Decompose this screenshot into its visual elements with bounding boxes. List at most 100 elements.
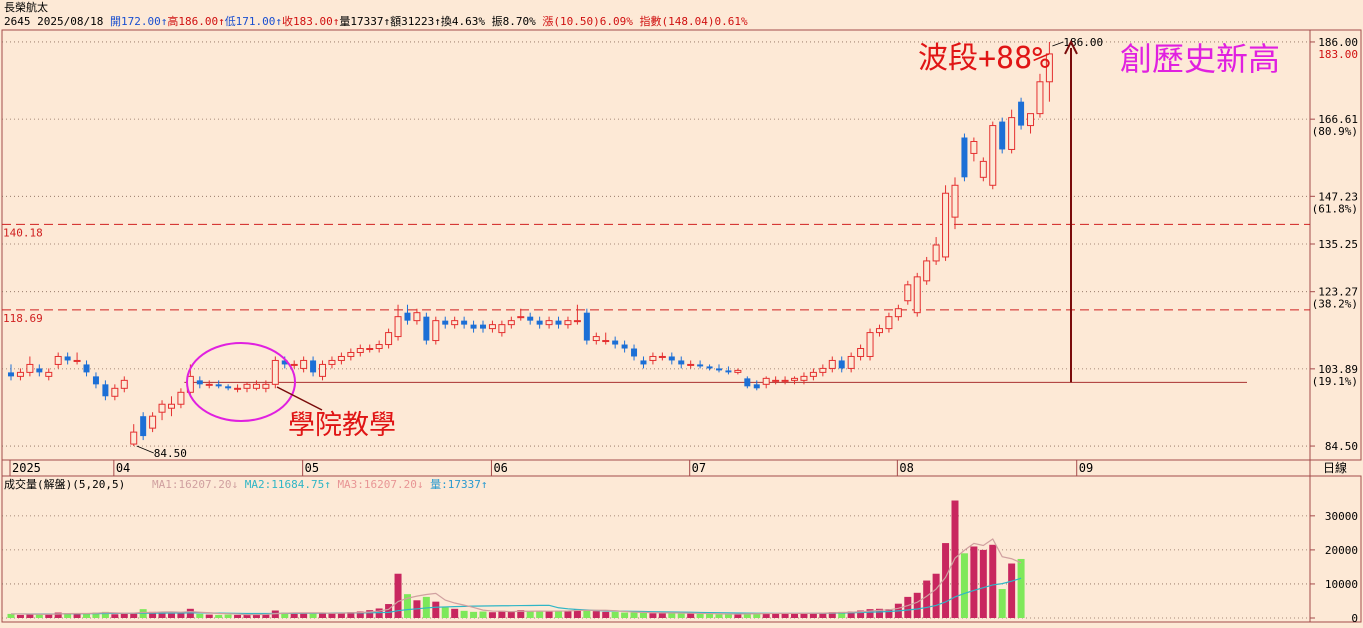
volume-bar [724, 614, 732, 618]
candle-body-up [149, 415, 157, 429]
volume-bar [101, 611, 109, 618]
candle-body-down [631, 348, 638, 357]
volume-bar [743, 612, 751, 618]
price-axis-frame [1309, 29, 1362, 461]
candle-body-up [800, 375, 808, 381]
volume-bar [904, 596, 912, 618]
date-tick-label: 04 [116, 461, 130, 475]
date-axis: 2025 04 05 06 07 08 09 [9, 460, 1093, 476]
quote-field-2: 高186.00↑ [167, 14, 224, 28]
volume-bar [611, 611, 619, 618]
candle [385, 328, 393, 349]
volume-tick-label: 30000 [1325, 510, 1358, 523]
candle [177, 388, 185, 409]
volume-bar [224, 614, 232, 618]
candle-body-down [527, 316, 534, 321]
volume-bar [470, 611, 478, 618]
candle [631, 344, 638, 361]
candle [875, 324, 883, 337]
candle-body-down [196, 380, 203, 385]
candle [734, 368, 742, 375]
quote-field-7: 換4.63% [441, 15, 492, 28]
volume-bar [1008, 563, 1016, 618]
fib-percent-label: (19.1%) [1312, 375, 1358, 388]
candle-body-up [111, 387, 119, 397]
volume-bar [762, 613, 770, 618]
candle [26, 356, 34, 377]
candle [904, 280, 912, 305]
candle-body-down [215, 384, 222, 387]
new-high-text: 創歷史新高 [1120, 40, 1280, 78]
candle-body-up [658, 355, 666, 358]
candle-body-up [904, 284, 912, 302]
candle [573, 304, 581, 325]
candle-body-up [592, 336, 600, 342]
candle-body-up [507, 320, 515, 326]
price-axis: 186.00 166.61 147.23 135.25 123.27 103.89 84.5… [1310, 36, 1358, 453]
volume-bar [791, 613, 799, 618]
candle-body-up [923, 260, 931, 282]
candle-body-up [432, 320, 440, 342]
candle-body-up [951, 184, 959, 218]
candle-body-down [753, 384, 760, 389]
volume-axis-frame [1309, 475, 1362, 623]
volume-bar [838, 611, 846, 618]
candle-body-down [423, 316, 430, 341]
candle-body-up [347, 351, 355, 357]
candle [8, 364, 14, 381]
volume-bar [54, 612, 62, 618]
quote-field-4: 收183.00↑ [282, 14, 339, 28]
volume-bar [970, 546, 978, 618]
candle [838, 356, 845, 373]
candle-body-up [385, 332, 393, 346]
candle [442, 316, 449, 329]
volume-bar [649, 613, 657, 618]
candle [762, 376, 770, 389]
candle [932, 237, 940, 265]
candle [658, 352, 666, 361]
candle-body-up [300, 359, 308, 369]
candle [697, 360, 704, 369]
volume-bar [16, 614, 24, 618]
volume-tick-label: 20000 [1325, 544, 1358, 557]
volume-bar [385, 604, 393, 618]
volume-legend-ma1: MA1:16207.20↓ [152, 478, 245, 491]
candle [140, 412, 147, 441]
quote-field-1: 開172.00↑ [110, 15, 167, 28]
volume-bar [545, 611, 553, 618]
volume-bar [517, 610, 525, 618]
candle-body-down [470, 324, 477, 329]
volume-bar [281, 612, 289, 618]
candle-body-up [375, 344, 383, 350]
quote-field-9: 漲(10.50)6.09% [542, 15, 639, 28]
price-tick-label: 123.27 [1318, 286, 1358, 299]
candle [394, 304, 402, 341]
candle-body-down [461, 320, 468, 325]
candle-body-down [64, 356, 71, 361]
candle-body-up [781, 379, 789, 382]
candle-body-down [8, 372, 14, 377]
candle [828, 356, 836, 373]
volume-bar [847, 611, 855, 618]
volume-bar [536, 611, 544, 618]
candle [45, 368, 53, 381]
volume-bar [158, 612, 166, 618]
candle [470, 320, 477, 333]
candle [781, 376, 789, 385]
candle [970, 137, 978, 162]
price-tick-label: 103.89 [1318, 363, 1358, 376]
candle [243, 382, 251, 393]
candle [498, 320, 506, 337]
volume-bar [460, 610, 468, 618]
candle-body-up [573, 320, 581, 323]
candle [716, 364, 722, 373]
candle-body-up [243, 383, 251, 389]
volume-bar [866, 609, 874, 618]
price-tick-label: 166.61 [1318, 113, 1358, 126]
candle-body-up [970, 140, 978, 154]
candle [271, 356, 279, 389]
volume-bar [149, 611, 157, 618]
volume-legend-ma2: MA2:11684.75↑ [245, 478, 338, 491]
volume-legend-ma3: MA3:16207.20↓ [337, 478, 430, 491]
